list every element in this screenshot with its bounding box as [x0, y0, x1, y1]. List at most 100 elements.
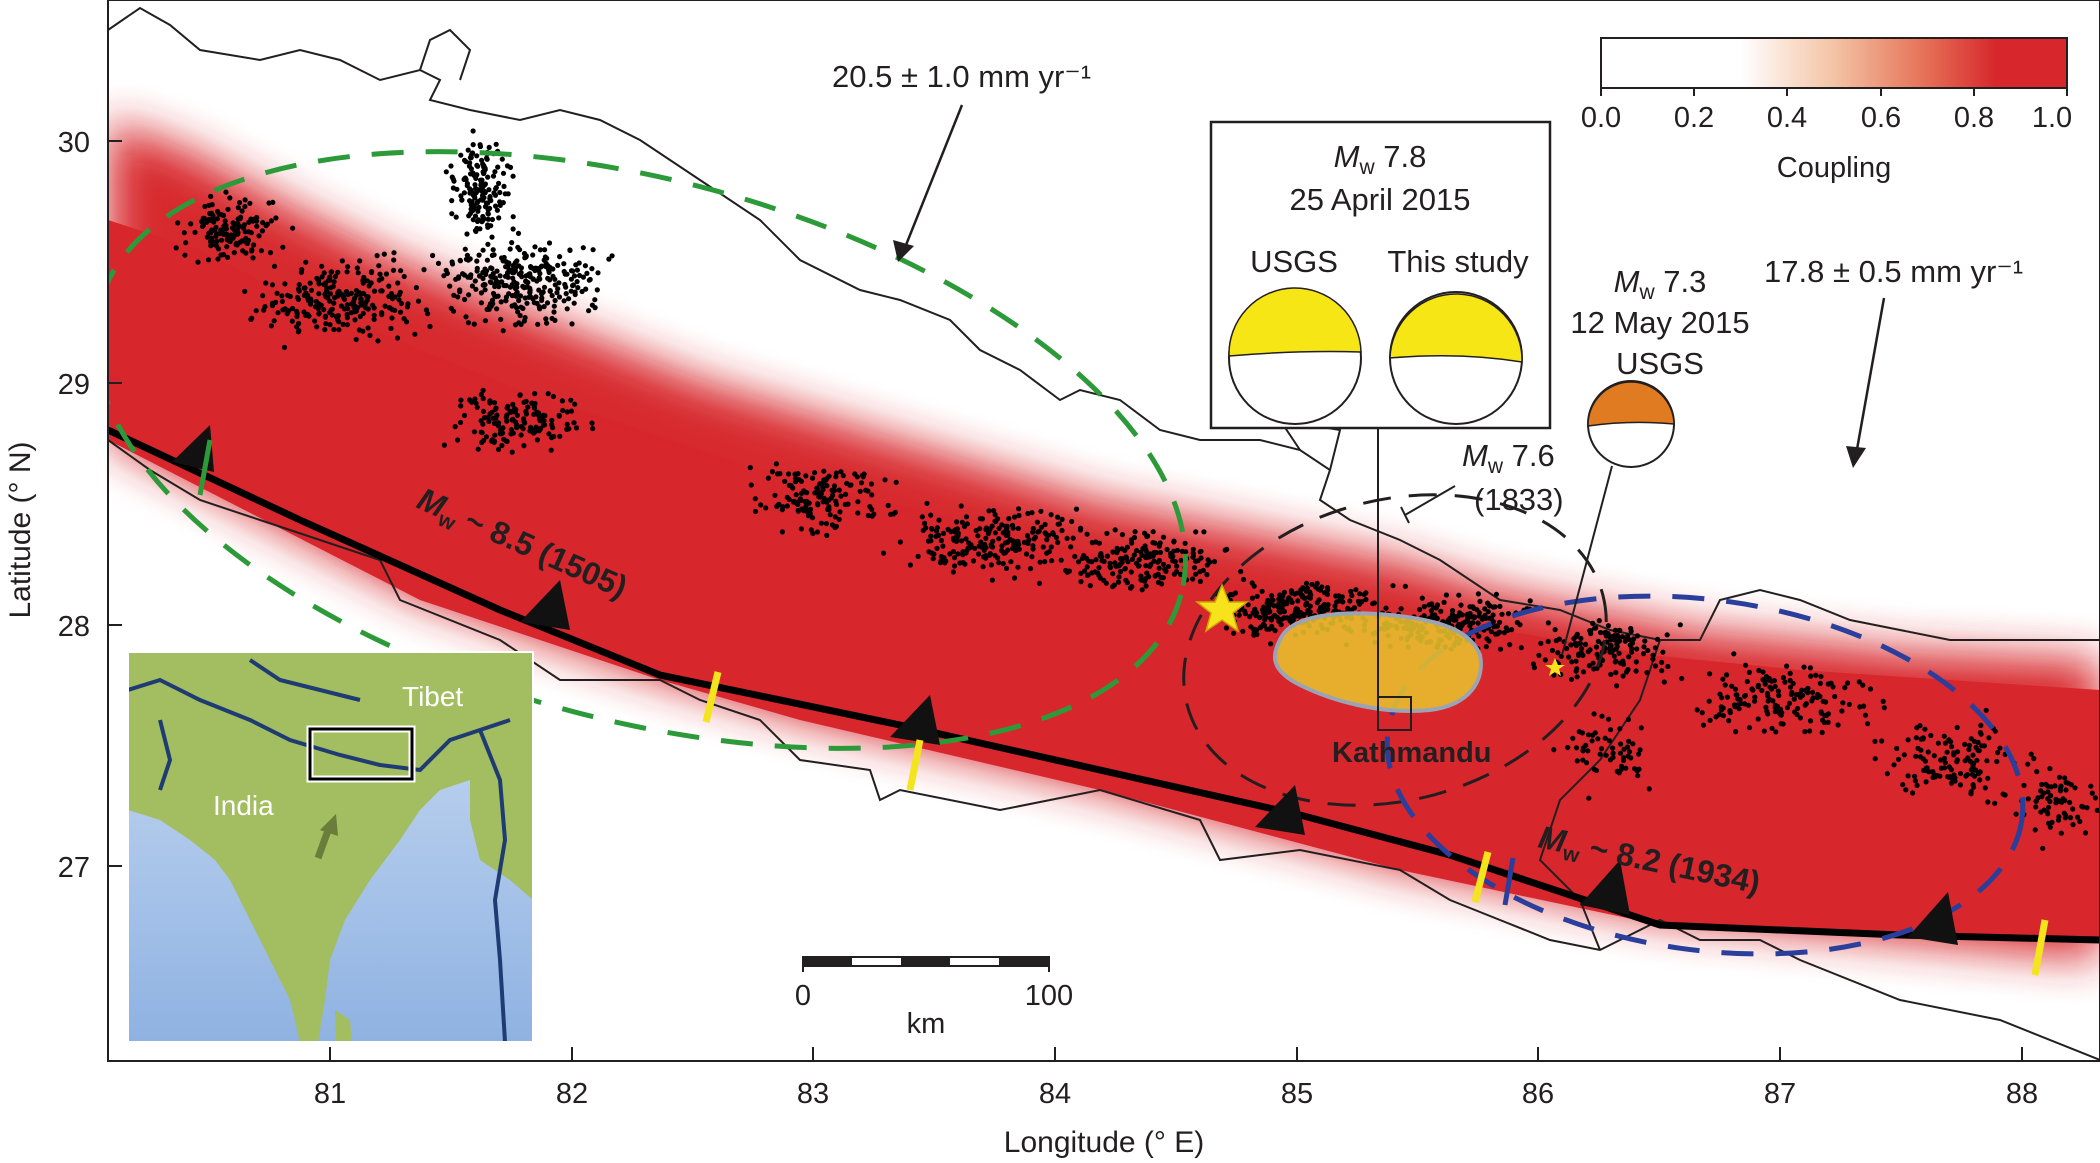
seismicity-point — [1784, 663, 1790, 669]
seismicity-point — [2063, 812, 2069, 818]
seismicity-point — [451, 292, 457, 298]
seismicity-point — [786, 496, 792, 502]
seismicity-point — [1280, 593, 1286, 599]
seismicity-point — [1787, 670, 1793, 677]
seismicity-point — [2046, 804, 2052, 810]
seismicity-point — [1583, 760, 1590, 766]
seismicity-point — [1078, 525, 1084, 531]
seismicity-point — [1597, 629, 1604, 636]
seismicity-point — [1974, 757, 1980, 763]
seismicity-point — [1117, 569, 1124, 575]
seismicity-point — [1163, 568, 1169, 574]
seismicity-point — [481, 195, 487, 201]
seismicity-point — [999, 543, 1005, 549]
seismicity-point — [474, 404, 480, 410]
seismicity-point — [499, 430, 506, 436]
seismicity-point — [1497, 603, 1503, 610]
seismicity-point — [1165, 563, 1171, 570]
seismicity-point — [1171, 548, 1177, 554]
velocity-label-west: 20.5 ± 1.0 mm yr⁻¹ — [832, 59, 1091, 94]
seismicity-point — [212, 227, 218, 233]
seismicity-point — [2072, 785, 2078, 791]
seismicity-point — [830, 492, 836, 498]
seismicity-point — [815, 502, 821, 508]
seismicity-point — [2048, 793, 2054, 799]
seismicity-point — [443, 267, 449, 273]
seismicity-point — [396, 297, 402, 303]
seismicity-point — [869, 506, 875, 512]
seismicity-point — [996, 525, 1002, 532]
seismicity-point — [2065, 780, 2071, 786]
seismicity-point — [1832, 693, 1838, 700]
seismicity-point — [1278, 604, 1284, 610]
seismicity-point — [1720, 676, 1726, 682]
seismicity-point — [371, 288, 378, 294]
seismicity-point — [1314, 580, 1320, 587]
seismicity-point — [2082, 830, 2089, 836]
seismicity-point — [1332, 603, 1338, 609]
seismicity-point — [1038, 508, 1044, 514]
seismicity-point — [1981, 743, 1987, 749]
seismicity-point — [2089, 790, 2095, 796]
seismicity-point — [331, 300, 337, 306]
seismicity-point — [983, 535, 989, 542]
seismicity-point — [514, 284, 520, 290]
seismicity-point — [1269, 593, 1275, 599]
seismicity-point — [334, 313, 340, 319]
seismicity-point — [542, 247, 548, 253]
seismicity-point — [1914, 782, 1920, 789]
seismicity-point — [1486, 615, 1493, 621]
seismicity-point — [563, 291, 569, 297]
seismicity-point — [313, 298, 319, 305]
seismicity-point — [1055, 514, 1061, 520]
seismicity-point — [2062, 775, 2068, 781]
seismicity-point — [1626, 738, 1632, 744]
seismicity-point — [1962, 758, 1968, 764]
seismicity-point — [1421, 604, 1427, 610]
seismicity-point — [1450, 608, 1456, 614]
seismicity-point — [546, 240, 553, 246]
seismicity-point — [1076, 559, 1082, 565]
seismicity-point — [1300, 611, 1306, 618]
seismicity-point — [1477, 598, 1483, 605]
seismicity-point — [227, 238, 233, 244]
seismicity-point — [1706, 698, 1712, 704]
seismicity-point — [592, 297, 598, 303]
seismicity-point — [989, 577, 996, 583]
seismicity-point — [441, 273, 447, 279]
seismicity-point — [793, 492, 799, 498]
seismicity-point — [1590, 732, 1596, 738]
seismicity-point — [2033, 804, 2039, 810]
x-tick-label: 84 — [1039, 1078, 1071, 1110]
seismicity-point — [963, 536, 969, 542]
seismicity-point — [823, 477, 829, 483]
seismicity-point — [1596, 618, 1602, 624]
seismicity-point — [1839, 708, 1845, 714]
seismicity-point — [1064, 535, 1070, 542]
seismicity-point — [267, 250, 274, 256]
seismicity-point — [1794, 705, 1801, 712]
seismicity-point — [1986, 735, 1992, 741]
seismicity-point — [498, 299, 504, 305]
seismicity-point — [307, 280, 313, 286]
seismicity-point — [279, 298, 285, 304]
seismicity-point — [1357, 591, 1363, 597]
seismicity-point — [776, 501, 782, 507]
seismicity-point — [1756, 667, 1762, 674]
seismicity-point — [394, 335, 401, 341]
seismicity-point — [562, 281, 568, 288]
seismicity-point — [1205, 557, 1211, 563]
seismicity-point — [1482, 606, 1488, 612]
seismicity-point — [458, 397, 464, 403]
seismicity-point — [1707, 671, 1713, 677]
seismicity-point — [1319, 584, 1325, 590]
seismicity-point — [1288, 597, 1294, 603]
seismicity-point — [893, 479, 899, 485]
seismicity-point — [497, 189, 503, 196]
seismicity-point — [290, 225, 296, 231]
seismicity-point — [1881, 705, 1887, 711]
seismicity-point — [206, 230, 212, 236]
seismicity-point — [1025, 510, 1031, 517]
seismicity-point — [954, 519, 960, 525]
seismicity-point — [474, 258, 480, 264]
